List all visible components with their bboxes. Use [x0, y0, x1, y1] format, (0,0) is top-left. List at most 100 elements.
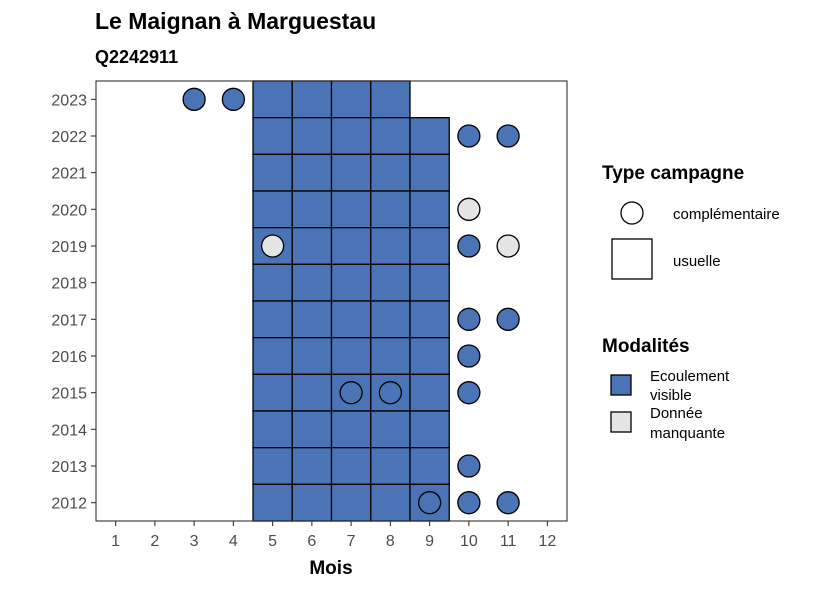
cell-usuelle-2012-5: [252, 483, 293, 522]
cell-usuelle-2013-8: [370, 447, 411, 485]
x-tick-label-11: 11: [500, 533, 517, 550]
point-complementaire-2022-11: [496, 124, 520, 148]
cell-usuelle-2016-9: [409, 337, 450, 375]
cell-usuelle-2020-8: [370, 190, 411, 229]
point-complementaire-2012-10: [457, 491, 481, 515]
legend-label-donnee-line1: Donnée: [650, 405, 703, 422]
point-complementaire-2017-10: [457, 307, 481, 331]
cell-usuelle-2012-7: [330, 483, 372, 522]
cell-usuelle-2017-8: [370, 300, 411, 339]
legend-label-usuelle: usuelle: [673, 253, 721, 270]
cell-usuelle-2021-7: [330, 153, 372, 192]
x-tick-label-7: 7: [347, 533, 356, 550]
point-complementaire-2012-11: [496, 491, 520, 515]
cell-usuelle-2014-8: [370, 410, 411, 449]
legend-key-complementaire: [620, 201, 644, 225]
cell-usuelle-2022-7: [330, 117, 372, 155]
cell-usuelle-2019-8: [370, 227, 411, 265]
x-axis-title: Mois: [309, 558, 352, 579]
cell-usuelle-2013-7: [330, 447, 372, 485]
point-complementaire-2020-10: [457, 197, 481, 221]
legend-key-ecoulement-visible: [610, 374, 632, 396]
y-tick-label-2016: 2016: [51, 349, 87, 366]
legend-key-donnee-manquante: [610, 411, 632, 433]
y-tick-label-2015: 2015: [51, 386, 87, 403]
x-tick-label-8: 8: [386, 533, 395, 550]
cell-usuelle-2013-6: [291, 447, 333, 485]
point-complementaire-2019-11: [496, 234, 520, 258]
y-tick-label-2023: 2023: [51, 92, 87, 109]
cell-usuelle-2018-9: [409, 263, 450, 302]
point-complementaire-2019-5: [260, 234, 285, 258]
cell-usuelle-2020-7: [330, 190, 372, 229]
cell-usuelle-2018-5: [252, 263, 293, 302]
cell-usuelle-2013-5: [252, 447, 293, 485]
legend-label-complementaire: complémentaire: [673, 206, 780, 223]
cell-usuelle-2021-6: [291, 153, 333, 192]
point-complementaire-2015-8: [378, 381, 403, 405]
plot-area: [96, 80, 567, 522]
cell-usuelle-2021-9: [409, 153, 450, 192]
cell-usuelle-2021-8: [370, 153, 411, 192]
point-complementaire-2023-4: [221, 87, 246, 111]
cell-usuelle-2022-6: [291, 117, 333, 155]
cell-usuelle-2022-5: [252, 117, 293, 155]
point-complementaire-2022-10: [457, 124, 481, 148]
cell-usuelle-2013-9: [409, 447, 450, 485]
point-complementaire-2016-10: [457, 344, 481, 368]
cell-usuelle-2017-7: [330, 300, 372, 339]
panel-border: [95, 80, 568, 522]
x-tick-label-10: 10: [460, 533, 478, 550]
cell-usuelle-2020-6: [291, 190, 333, 229]
y-tick-label-2021: 2021: [51, 166, 87, 183]
cell-usuelle-2023-5: [252, 80, 293, 119]
cell-usuelle-2019-6: [291, 227, 333, 265]
y-tick-label-2019: 2019: [51, 239, 87, 256]
cell-usuelle-2018-6: [291, 263, 333, 302]
y-tick-label-2014: 2014: [51, 422, 87, 439]
x-tick-label-2: 2: [150, 533, 159, 550]
point-complementaire-2015-10: [457, 381, 481, 405]
cell-usuelle-2015-9: [409, 373, 450, 412]
point-complementaire-2023-3: [182, 87, 206, 111]
cell-usuelle-2022-8: [370, 117, 411, 155]
y-tick-label-2018: 2018: [51, 276, 87, 293]
y-tick-label-2020: 2020: [51, 202, 87, 219]
x-tick-label-12: 12: [538, 533, 556, 550]
cell-usuelle-2017-5: [252, 300, 293, 339]
legend-label-ecoulement-line1: Ecoulement: [650, 368, 730, 385]
cell-usuelle-2023-8: [370, 80, 411, 119]
cell-usuelle-2015-6: [291, 373, 333, 412]
cell-usuelle-2014-9: [409, 410, 450, 449]
cell-usuelle-2023-6: [291, 80, 333, 119]
cell-usuelle-2014-5: [252, 410, 293, 449]
axes: 1 2 3 4 5 6 7 8 9 10 11 122023202220212020201920182…: [51, 80, 568, 550]
cell-usuelle-2015-5: [252, 373, 293, 412]
cell-usuelle-2016-5: [252, 337, 293, 375]
cell-usuelle-2023-7: [330, 80, 372, 119]
cell-usuelle-2020-9: [409, 190, 450, 229]
cell-usuelle-2012-6: [291, 483, 333, 522]
y-tick-label-2013: 2013: [51, 459, 87, 476]
cell-usuelle-2018-8: [370, 263, 411, 302]
x-tick-label-6: 6: [307, 533, 316, 550]
cell-usuelle-2012-8: [370, 483, 411, 522]
point-complementaire-2013-10: [457, 454, 481, 478]
legend-title-type-campagne: Type campagne: [602, 163, 744, 184]
point-complementaire-2019-10: [457, 234, 481, 258]
cell-usuelle-2019-9: [409, 227, 450, 265]
legend-key-usuelle: [611, 238, 653, 280]
cell-usuelle-2022-9: [409, 117, 450, 155]
legend-label-donnee-line2: manquante: [650, 425, 725, 442]
cell-usuelle-2014-6: [291, 410, 333, 449]
legend-label-ecoulement-line2: visible: [650, 387, 692, 404]
y-tick-label-2017: 2017: [51, 312, 87, 329]
legend-title-modalites: Modalités: [602, 336, 690, 357]
x-tick-label-5: 5: [268, 533, 277, 550]
cell-usuelle-2017-9: [409, 300, 450, 339]
x-tick-label-9: 9: [425, 533, 434, 550]
legend: Type campagne complémentaire usuelle Mod…: [602, 163, 780, 442]
cell-usuelle-2016-6: [291, 337, 333, 375]
cell-usuelle-2018-7: [330, 263, 372, 302]
